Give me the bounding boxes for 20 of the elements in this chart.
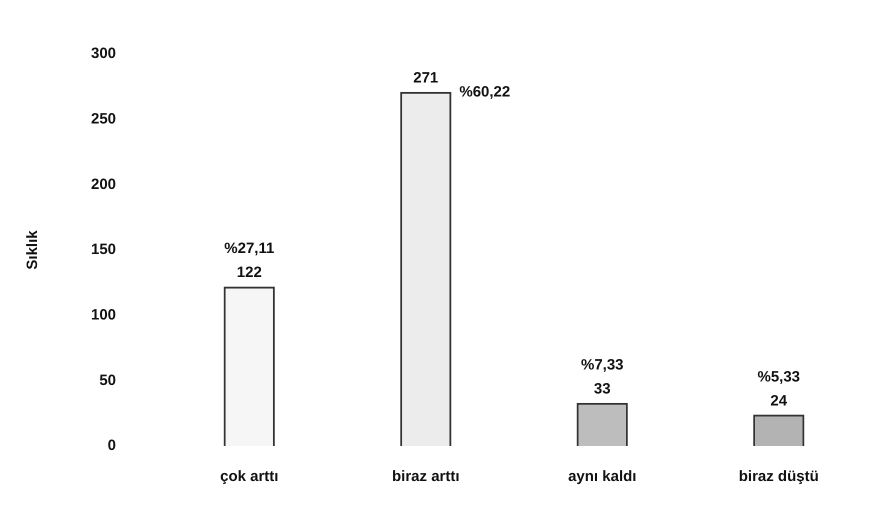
y-tick-label: 300 xyxy=(90,45,116,62)
x-tick-label: biraz arttı xyxy=(392,468,460,486)
x-tick-label: çok arttı xyxy=(220,468,278,486)
x-tick-label: aynı kaldı xyxy=(568,468,636,486)
data-label: 122 xyxy=(236,264,262,282)
data-label: 271 xyxy=(413,70,438,87)
data-label: 33 xyxy=(594,380,611,398)
data-label: 24 xyxy=(770,392,788,410)
annotation: %5,33 xyxy=(757,368,800,386)
y-tick-label: 150 xyxy=(90,241,116,258)
annotation: %27,11 xyxy=(224,240,274,258)
annotation: %60,22 xyxy=(459,84,510,101)
y-tick-label: 100 xyxy=(90,306,116,324)
y-tick-label: 200 xyxy=(90,176,116,193)
annotation: %7,33 xyxy=(580,356,624,374)
y-tick-label: 0 xyxy=(108,437,116,454)
x-tick-label: biraz düştü xyxy=(738,468,819,486)
y-tick-label: 250 xyxy=(90,110,116,128)
y-axis-title: Sıklık xyxy=(24,230,42,270)
y-tick-label: 50 xyxy=(99,372,116,389)
